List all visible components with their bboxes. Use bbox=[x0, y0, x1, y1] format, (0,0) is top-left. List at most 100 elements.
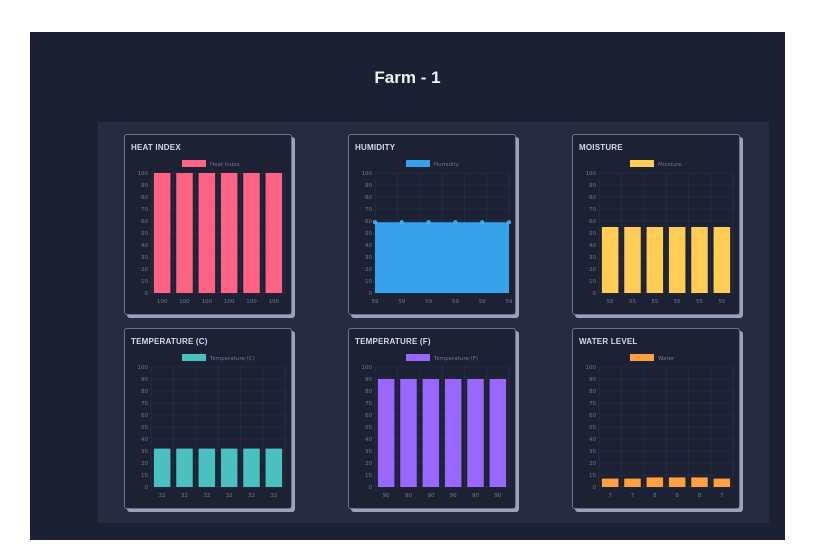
bar bbox=[691, 227, 708, 293]
card-title: HUMIDITY bbox=[355, 143, 396, 152]
x-tick-label: 7 bbox=[608, 493, 612, 499]
legend-swatch bbox=[406, 354, 430, 361]
y-tick-label: 60 bbox=[589, 413, 596, 419]
card-water-level: WATER LEVEL Water 0 10 20 30 40 50 60 70 80 90 100 7… bbox=[572, 328, 740, 509]
y-tick-label: 100 bbox=[138, 171, 149, 177]
y-tick-label: 80 bbox=[141, 389, 148, 395]
card-title: TEMPERATURE (F) bbox=[355, 337, 431, 346]
card-humidity: HUMIDITY Humidity 0 10 20 30 40 50 60 70 80 90 100 5… bbox=[348, 134, 516, 315]
y-tick-label: 60 bbox=[141, 219, 148, 225]
card-title: TEMPERATURE (C) bbox=[131, 337, 208, 346]
y-tick-label: 40 bbox=[141, 437, 148, 443]
y-tick-label: 20 bbox=[141, 267, 148, 273]
bar bbox=[713, 227, 731, 293]
legend-swatch bbox=[182, 354, 206, 361]
x-tick-label: 59 bbox=[479, 299, 486, 305]
card-title: HEAT INDEX bbox=[131, 143, 181, 152]
x-tick-label: 90 bbox=[494, 493, 501, 499]
x-tick-label: 32 bbox=[270, 493, 277, 499]
bar bbox=[198, 448, 216, 487]
y-tick-label: 90 bbox=[365, 377, 372, 383]
bar bbox=[243, 448, 260, 487]
y-tick-label: 30 bbox=[589, 449, 596, 455]
legend-label: Temperature (C) bbox=[209, 356, 255, 362]
bar bbox=[444, 379, 462, 487]
x-tick-label: 100 bbox=[202, 299, 213, 305]
y-tick-label: 20 bbox=[141, 461, 148, 467]
y-tick-label: 90 bbox=[141, 377, 148, 383]
y-tick-label: 50 bbox=[589, 425, 596, 431]
y-tick-label: 20 bbox=[365, 267, 372, 273]
y-tick-label: 80 bbox=[589, 389, 596, 395]
y-tick-label: 90 bbox=[141, 183, 148, 189]
y-tick-label: 40 bbox=[141, 243, 148, 249]
bar bbox=[176, 448, 193, 487]
chart-temperature-f: Temperature (F) 0 10 20 30 40 50 60 70 80 90 100 90 9… bbox=[362, 354, 510, 499]
card-temperature-f: TEMPERATURE (F) Temperature (F) 0 10 20 30 40… bbox=[348, 328, 516, 509]
y-tick-label: 70 bbox=[141, 207, 148, 213]
legend-label: Water bbox=[658, 356, 675, 362]
bar bbox=[176, 173, 193, 293]
y-tick-label: 60 bbox=[141, 413, 148, 419]
x-tick-label: 32 bbox=[226, 493, 233, 499]
y-tick-label: 50 bbox=[141, 425, 148, 431]
y-tick-label: 100 bbox=[586, 171, 597, 177]
y-tick-label: 10 bbox=[141, 279, 148, 285]
y-tick-label: 50 bbox=[365, 231, 372, 237]
data-point bbox=[506, 220, 512, 225]
y-tick-label: 60 bbox=[365, 413, 372, 419]
data-point bbox=[372, 220, 378, 225]
y-tick-label: 70 bbox=[589, 401, 596, 407]
y-tick-label: 30 bbox=[365, 255, 372, 261]
y-tick-label: 0 bbox=[145, 291, 149, 297]
card-temperature-c: TEMPERATURE (C) Temperature (C) 0 10 20 30 40… bbox=[124, 328, 292, 509]
x-tick-label: 59 bbox=[506, 299, 513, 305]
x-tick-label: 55 bbox=[718, 299, 725, 305]
x-tick-label: 100 bbox=[224, 299, 235, 305]
y-tick-label: 90 bbox=[589, 183, 596, 189]
legend-label: Heat Index bbox=[210, 162, 241, 168]
bar bbox=[243, 173, 260, 293]
data-point bbox=[426, 220, 431, 225]
bar bbox=[601, 478, 619, 487]
y-tick-label: 100 bbox=[138, 365, 149, 371]
y-tick-label: 20 bbox=[365, 461, 372, 467]
x-tick-label: 100 bbox=[246, 299, 257, 305]
y-tick-label: 50 bbox=[365, 425, 372, 431]
bar bbox=[624, 478, 641, 487]
x-tick-label: 55 bbox=[629, 299, 636, 305]
x-tick-label: 59 bbox=[452, 299, 459, 305]
x-tick-label: 59 bbox=[372, 299, 379, 305]
bar bbox=[713, 478, 731, 487]
y-tick-label: 30 bbox=[141, 255, 148, 261]
y-tick-label: 40 bbox=[589, 243, 596, 249]
data-point bbox=[480, 220, 485, 225]
y-tick-label: 50 bbox=[589, 231, 596, 237]
y-tick-label: 60 bbox=[365, 219, 372, 225]
legend-label: Moisture bbox=[658, 162, 682, 168]
y-tick-label: 20 bbox=[589, 267, 596, 273]
card-title: MOISTURE bbox=[579, 143, 623, 152]
chart-humidity: Humidity 0 10 20 30 40 50 60 70 80 90 100 59 59 59 59 59… bbox=[362, 160, 513, 305]
bar bbox=[624, 227, 641, 293]
y-tick-label: 10 bbox=[141, 473, 148, 479]
y-tick-label: 10 bbox=[365, 473, 372, 479]
y-tick-label: 40 bbox=[365, 243, 372, 249]
bar bbox=[467, 379, 484, 487]
y-tick-label: 50 bbox=[141, 231, 148, 237]
bar bbox=[489, 379, 507, 487]
y-tick-label: 80 bbox=[365, 195, 372, 201]
x-tick-label: 32 bbox=[181, 493, 188, 499]
y-tick-label: 80 bbox=[365, 389, 372, 395]
bar bbox=[400, 379, 417, 487]
legend-label: Temperature (F) bbox=[433, 356, 478, 362]
y-tick-label: 80 bbox=[589, 195, 596, 201]
y-tick-label: 70 bbox=[365, 401, 372, 407]
bar bbox=[153, 448, 171, 487]
y-tick-label: 30 bbox=[365, 449, 372, 455]
x-tick-label: 55 bbox=[674, 299, 681, 305]
x-tick-label: 59 bbox=[425, 299, 432, 305]
card-title: WATER LEVEL bbox=[579, 337, 638, 346]
x-tick-label: 90 bbox=[450, 493, 457, 499]
x-tick-label: 55 bbox=[607, 299, 614, 305]
